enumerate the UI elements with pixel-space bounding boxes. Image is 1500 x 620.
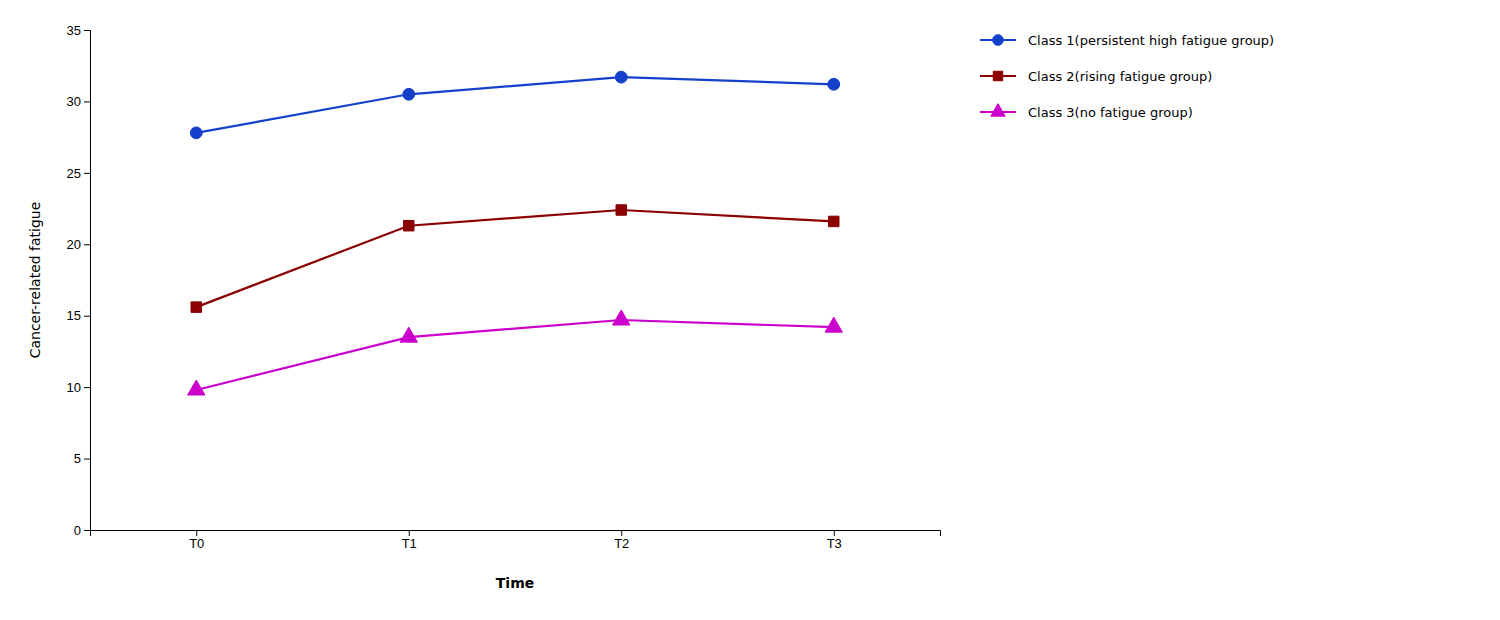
legend-swatch-marker [993, 35, 1004, 46]
legend-swatch-marker [991, 104, 1005, 116]
x-tick: T2 [614, 530, 629, 551]
y-tick-label: 30 [67, 94, 81, 109]
chart: T0 T1 T2 T3 0 5 10 15 20 25 30 35 Time Cancer-related… [0, 0, 1500, 620]
y-tick-mark [84, 530, 90, 531]
y-tick-mark [84, 30, 90, 31]
point [191, 302, 201, 312]
series-line [196, 320, 834, 390]
legend-item: Class 1(persistent high fatigue group) [980, 33, 1274, 48]
plot-area: T0 T1 T2 T3 0 5 10 15 20 25 30 35 [67, 23, 941, 552]
y-tick-mark [84, 244, 90, 245]
point [828, 78, 840, 90]
series [188, 310, 843, 395]
series [190, 71, 839, 139]
y-tick-label: 35 [67, 23, 81, 38]
y-tick-mark [84, 459, 90, 460]
x-axis: T0 T1 T2 T3 [91, 530, 941, 551]
y-tick-label: 25 [67, 166, 81, 181]
y-tick-mark [84, 387, 90, 388]
y-tick-mark [84, 101, 90, 102]
legend-label: Class 1(persistent high fatigue group) [1028, 33, 1274, 48]
y-tick: 35 [67, 23, 90, 38]
legend: Class 1(persistent high fatigue group) Cl… [980, 33, 1274, 120]
legend-item: Class 2(rising fatigue group) [980, 69, 1212, 84]
legend-label: Class 2(rising fatigue group) [1028, 69, 1212, 84]
point [400, 327, 417, 342]
point [825, 317, 842, 332]
point [190, 127, 202, 139]
series-line [196, 210, 834, 307]
point [404, 220, 414, 230]
x-tick: T3 [827, 530, 842, 551]
point [613, 310, 630, 325]
y-axis-title: Cancer-related fatigue [27, 202, 43, 359]
legend-swatch-marker [993, 71, 1002, 80]
point [829, 216, 839, 226]
point [615, 71, 627, 83]
point [616, 205, 626, 215]
x-tick-mark [196, 530, 197, 536]
series [191, 205, 839, 313]
y-tick: 25 [67, 166, 90, 181]
y-tick: 20 [67, 237, 90, 252]
x-tick-mark [834, 530, 835, 536]
legend-item: Class 3(no fatigue group) [980, 104, 1193, 120]
y-tick: 5 [74, 451, 90, 466]
x-tick-label: T1 [402, 536, 417, 551]
y-tick-label: 20 [67, 237, 81, 252]
series-line [196, 77, 834, 133]
y-tick-label: 5 [74, 451, 81, 466]
y-tick-mark [84, 173, 90, 174]
x-tick-label: T2 [614, 536, 629, 551]
x-tick-mark [621, 530, 622, 536]
series-layer [188, 71, 843, 395]
y-axis: 0 5 10 15 20 25 30 35 [67, 23, 91, 538]
y-axis-line [84, 31, 91, 531]
x-axis-line [91, 531, 941, 537]
y-tick-label: 15 [67, 308, 81, 323]
x-tick: T1 [402, 530, 417, 551]
x-tick-label: T0 [189, 536, 204, 551]
x-axis-title: Time [496, 575, 534, 591]
legend-label: Class 3(no fatigue group) [1028, 105, 1193, 120]
y-tick-mark [84, 316, 90, 317]
y-tick: 0 [74, 523, 90, 538]
point [403, 88, 415, 100]
y-tick: 10 [67, 380, 90, 395]
y-tick: 30 [67, 94, 90, 109]
y-tick-label: 0 [74, 523, 81, 538]
y-tick-label: 10 [67, 380, 81, 395]
y-tick: 15 [67, 308, 90, 323]
x-tick-label: T3 [827, 536, 842, 551]
x-tick-mark [409, 530, 410, 536]
point [188, 380, 205, 395]
x-tick: T0 [189, 530, 204, 551]
